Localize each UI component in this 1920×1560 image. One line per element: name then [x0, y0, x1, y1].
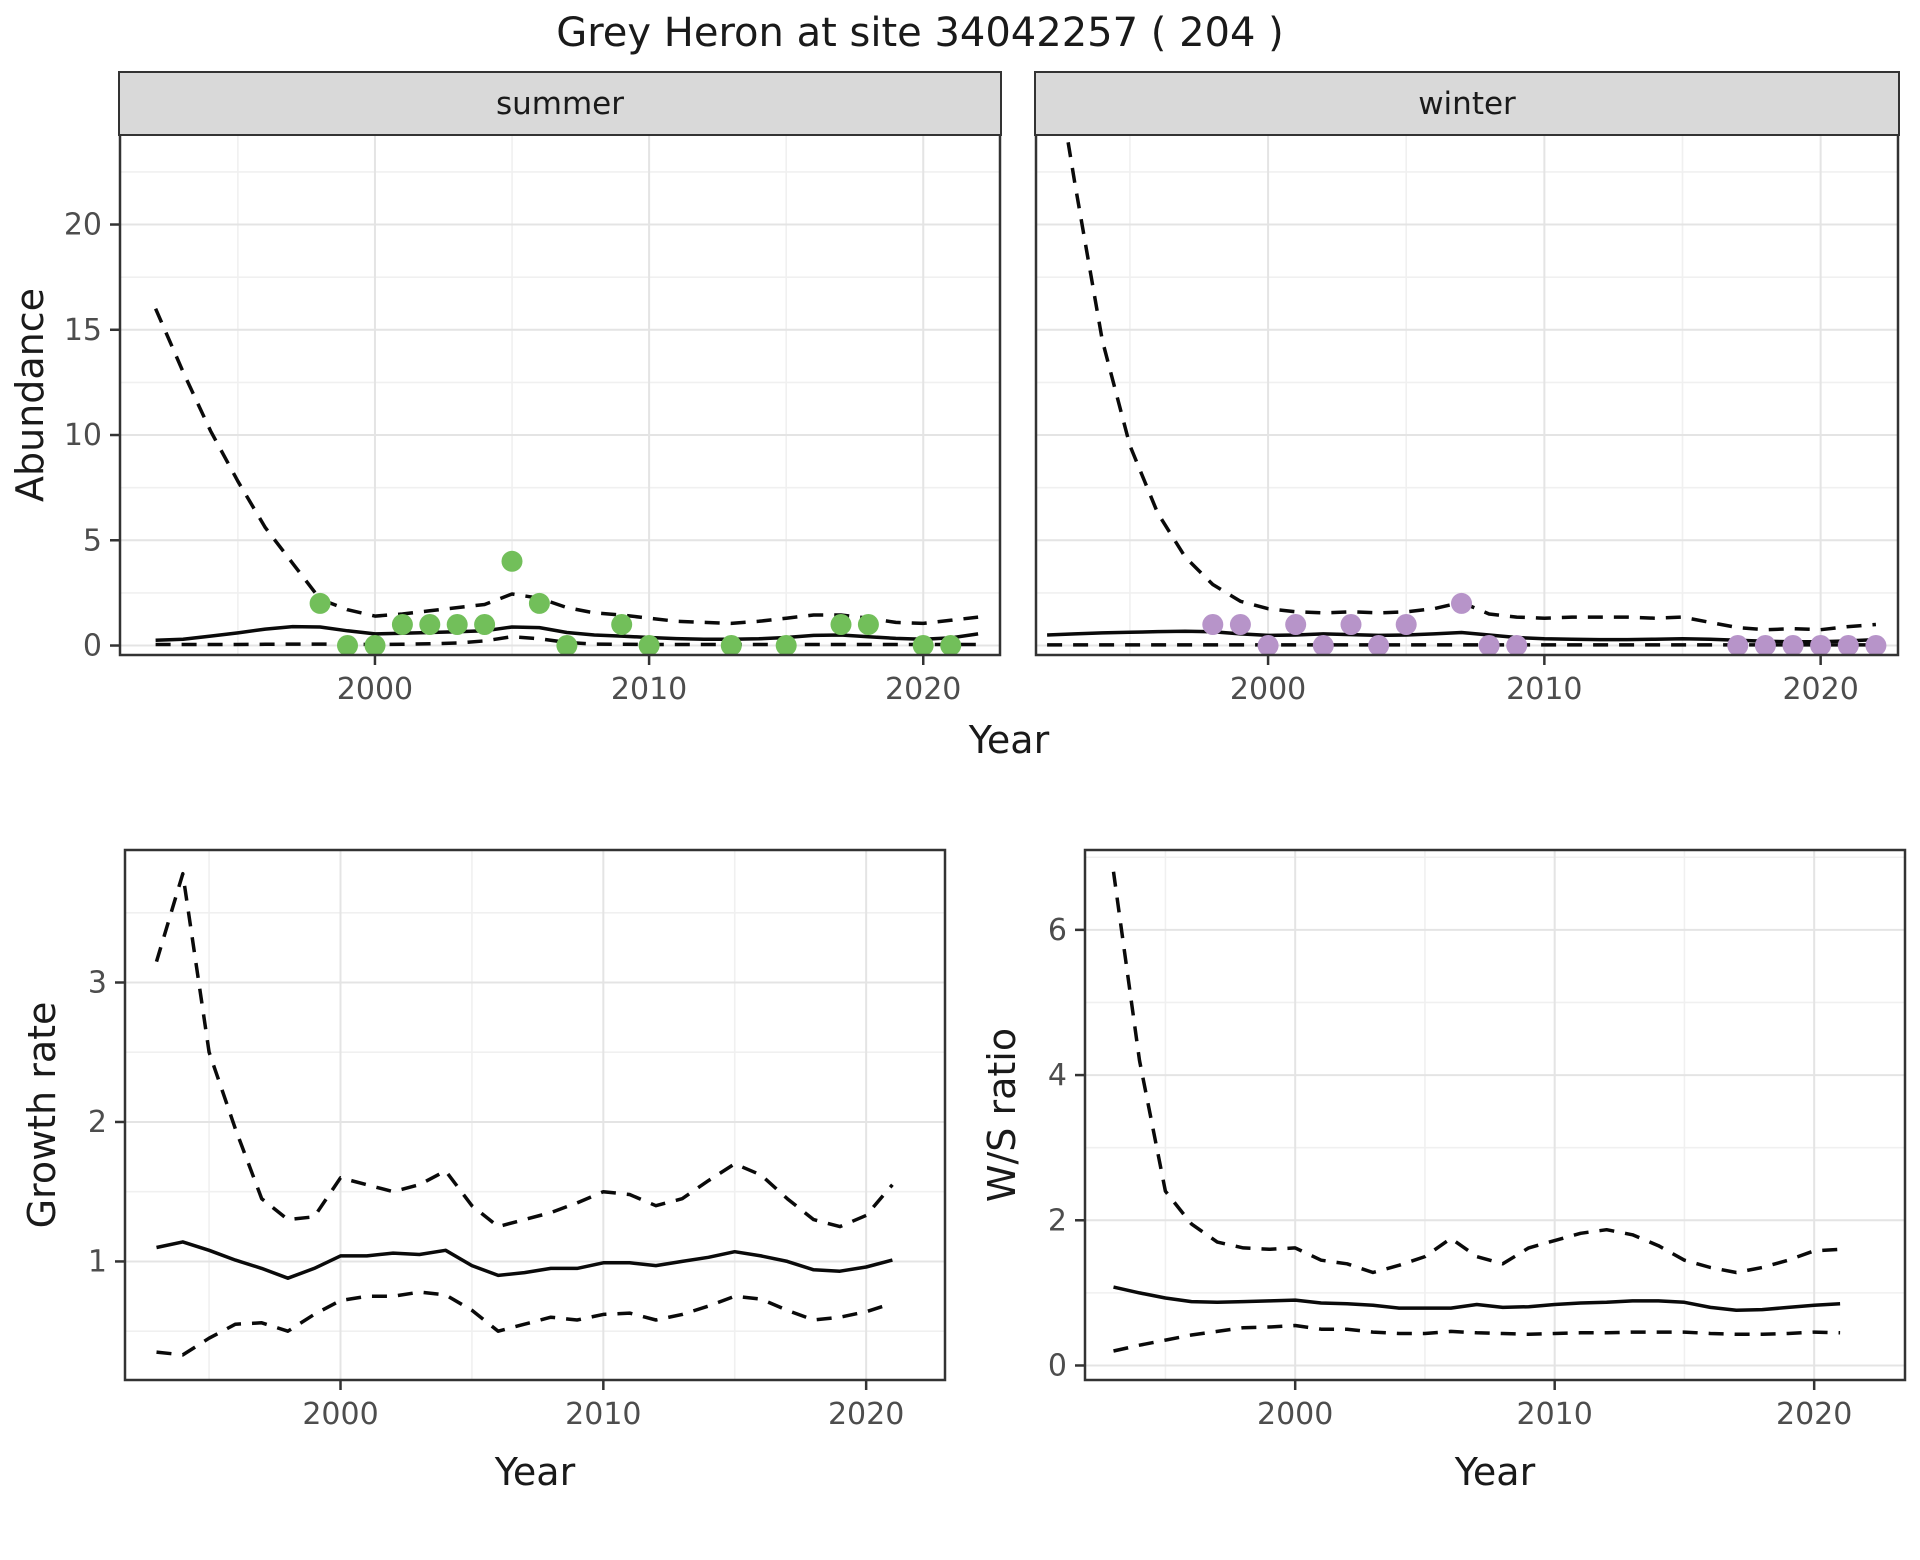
y-tick-label: 15 [64, 313, 102, 348]
y-tick-label: 6 [1048, 913, 1067, 948]
data-point [337, 635, 358, 655]
panel-growth: 2000 2010 2020 1 2 3 [88, 848, 947, 1432]
confidence-band-lower_ci [155, 634, 979, 647]
data-point [1257, 635, 1279, 655]
data-point [1782, 635, 1804, 655]
x-tick-label: 2000 [337, 672, 413, 707]
chart-title: Grey Heron at site 34042257 ( 204 ) [556, 10, 1284, 56]
y-tick-label: 0 [1048, 1348, 1067, 1383]
x-tick-label: 2020 [1782, 672, 1858, 707]
data-point [775, 635, 797, 655]
x-tick-label: 2020 [885, 672, 961, 707]
data-point [638, 635, 660, 655]
y-axis-title-ws-ratio: W/S ratio [980, 1027, 1024, 1203]
x-tick-label: 2010 [565, 1397, 641, 1432]
y-tick-label: 1 [88, 1244, 107, 1279]
y-axis-title-growth-rate: Growth rate [20, 1001, 64, 1229]
data-point [1368, 635, 1390, 655]
data-point [474, 614, 496, 635]
data-point [1395, 614, 1417, 635]
data-point [556, 635, 578, 655]
data-point [419, 614, 441, 635]
x-tick-label: 2010 [611, 672, 687, 707]
panel-border [123, 848, 947, 1382]
y-tick-label: 0 [83, 629, 102, 664]
data-point [1754, 635, 1776, 655]
data-point [830, 614, 852, 635]
x-tick-label: 2010 [1517, 1397, 1593, 1432]
x-tick-label: 2000 [302, 1397, 378, 1432]
panel-winter: 2000 2010 2020 [1034, 132, 1900, 707]
x-tick-label: 2020 [1776, 1397, 1852, 1432]
panel-summer: 2000 2010 2020 0 5 10 15 20 [64, 132, 1002, 707]
confidence-band-lower_ci [1113, 1323, 1841, 1353]
observations [1202, 592, 1887, 655]
facet-strip-winter-label: winter [1418, 85, 1516, 122]
panel-background [125, 850, 945, 1380]
data-point [528, 592, 550, 614]
data-point [1285, 614, 1307, 635]
data-point [309, 592, 331, 614]
observations [309, 550, 962, 655]
data-point [611, 614, 633, 635]
facet-strip-summer: summer [118, 71, 1002, 136]
y-tick-label: 5 [83, 523, 102, 558]
x-tick-label: 2000 [1257, 1397, 1333, 1432]
data-point [1229, 614, 1251, 635]
y-tick-label: 2 [1048, 1203, 1067, 1238]
y-tick-label: 20 [64, 208, 102, 243]
y-tick-label: 10 [64, 418, 102, 453]
data-point [391, 614, 413, 635]
data-point [1727, 635, 1749, 655]
data-point [364, 635, 386, 655]
data-point [720, 635, 742, 655]
data-point [1340, 614, 1362, 635]
facet-strip-winter: winter [1034, 71, 1900, 136]
confidence-band-upper_ci [154, 871, 894, 1229]
data-point [857, 614, 879, 635]
panel-border [1083, 848, 1907, 1382]
data-point [501, 550, 523, 572]
x-axis-title-year-bottom-left: Year [494, 1450, 576, 1494]
data-point [1312, 635, 1334, 655]
data-point [1478, 635, 1500, 655]
panel-background [1085, 850, 1905, 1380]
data-point [1202, 614, 1224, 635]
data-point [1451, 592, 1472, 614]
panel-ws: 2000 2010 2020 0 2 4 6 [1048, 848, 1907, 1432]
data-point [1865, 635, 1887, 655]
y-tick-label: 2 [88, 1105, 107, 1140]
panel-background [1036, 134, 1898, 655]
y-axis-title-abundance: Abundance [8, 287, 52, 503]
confidence-band-lower_ci [156, 1290, 893, 1357]
x-tick-label: 2010 [1506, 672, 1582, 707]
y-tick-label: 4 [1048, 1058, 1067, 1093]
data-point [446, 614, 468, 635]
x-tick-label: 2020 [828, 1397, 904, 1432]
data-point [1506, 635, 1528, 655]
x-axis-title-year-top: Year [968, 718, 1050, 762]
facet-strip-summer-label: summer [495, 85, 624, 122]
panel-background [120, 134, 1000, 655]
data-point [912, 635, 934, 655]
x-tick-label: 2000 [1230, 672, 1306, 707]
data-point [1810, 635, 1832, 655]
x-axis-title-year-bottom-right: Year [1454, 1450, 1536, 1494]
data-point [1837, 635, 1859, 655]
fit-line [1113, 1285, 1841, 1313]
data-point [940, 635, 962, 655]
fit-line [156, 1240, 893, 1280]
y-tick-label: 3 [88, 966, 107, 1001]
